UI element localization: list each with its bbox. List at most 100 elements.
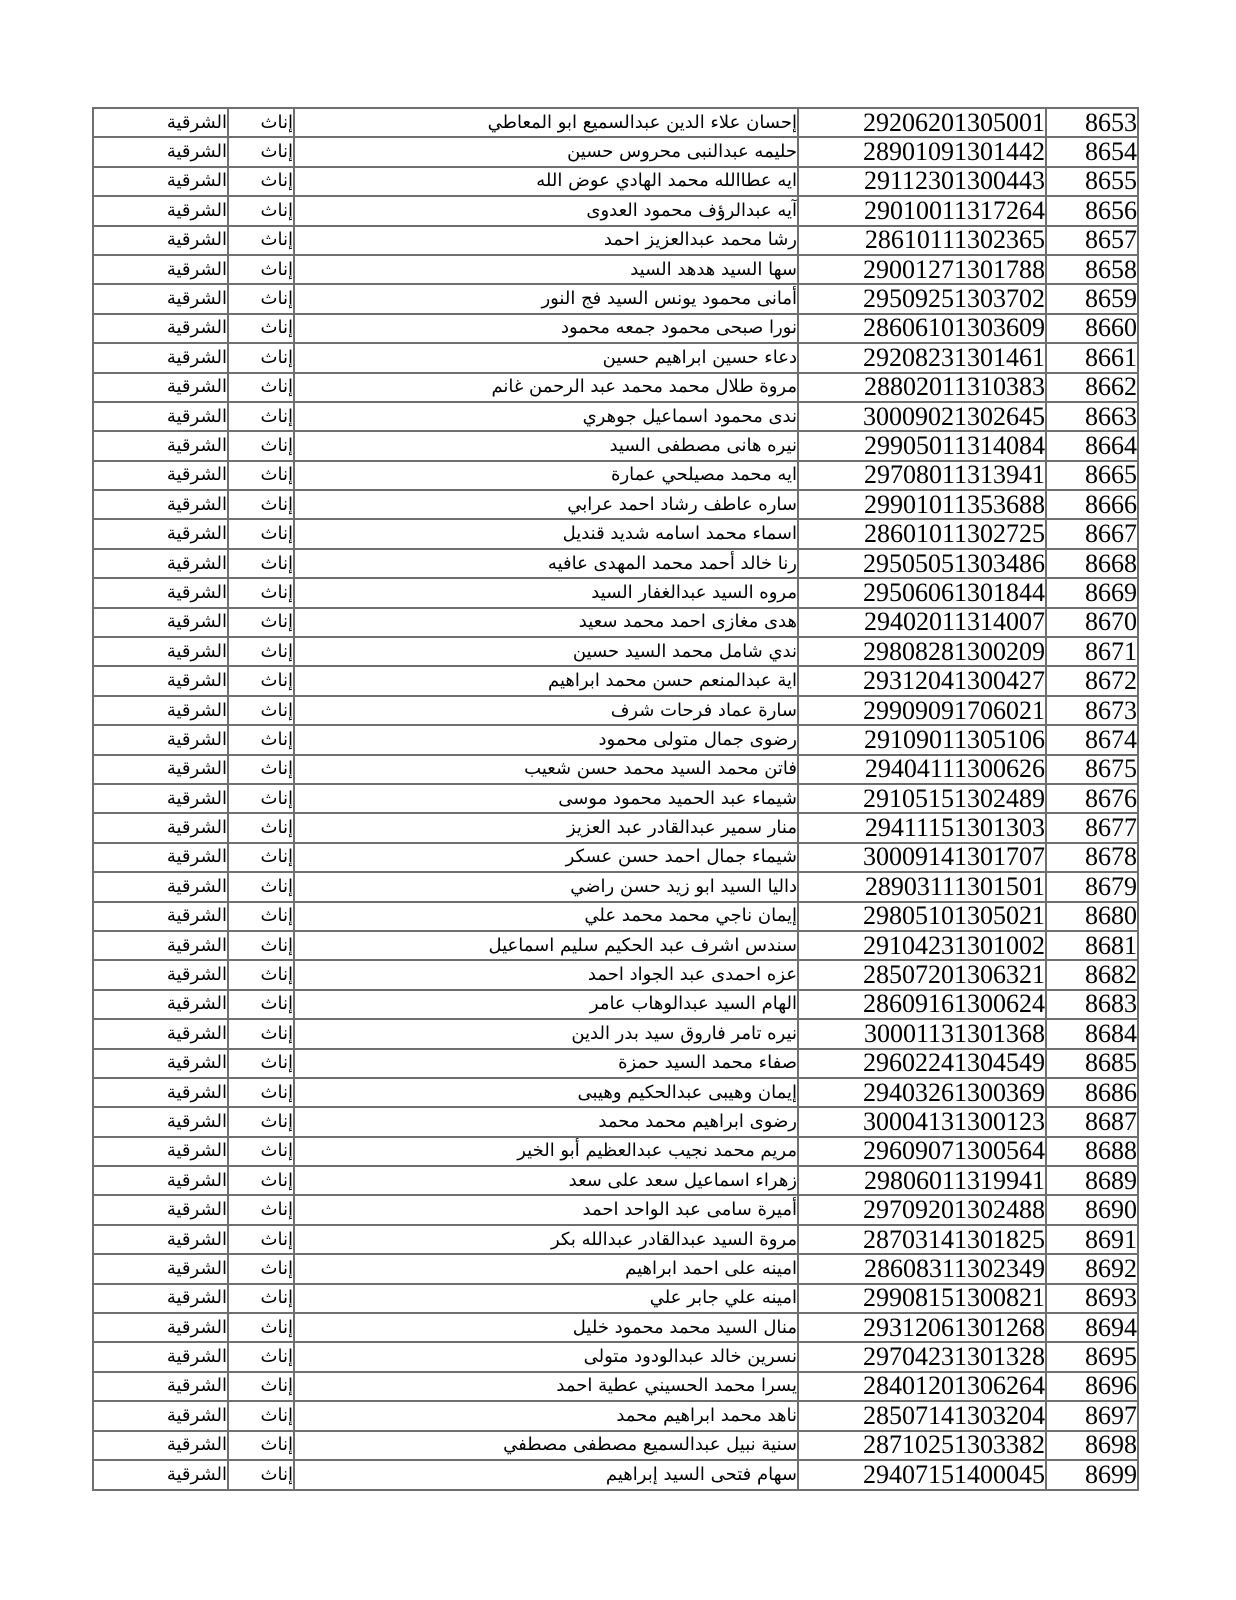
serial-number-cell: 8676	[1045, 782, 1139, 815]
national-id-cell: 29609071300564	[797, 1135, 1047, 1168]
serial-number-cell: 8696	[1045, 1370, 1139, 1403]
roster-body: 8653 29206201305001 إحسان علاء الدين عبد…	[92, 106, 1139, 1492]
governorate-cell: الشرقية	[92, 1400, 229, 1432]
governorate-cell: الشرقية	[92, 694, 229, 727]
governorate-cell: الشرقية	[92, 371, 229, 403]
table-row: 8655 29112301300443 ايه عطاالله محمد اله…	[92, 165, 1139, 198]
serial-number-cell: 8671	[1045, 636, 1139, 668]
national-id-cell: 29402011314007	[797, 606, 1047, 639]
national-id-cell: 28703141301825	[797, 1223, 1047, 1256]
full-name-cell: اسماء محمد اسامه شديد قنديل	[293, 518, 799, 550]
governorate-cell: الشرقية	[92, 1282, 229, 1315]
governorate-cell: الشرقية	[92, 724, 229, 756]
serial-number-cell: 8698	[1045, 1429, 1139, 1461]
table-row: 8665 29708011313941 ايه محمد مصيلحي عمار…	[92, 459, 1139, 492]
table-row: 8675 29404111300626 فاتن محمد السيد محمد…	[92, 753, 1139, 785]
national-id-cell: 28507141303204	[797, 1400, 1047, 1432]
full-name-cell: ايه محمد مصيلحي عمارة	[293, 459, 799, 492]
national-id-cell: 29602241304549	[797, 1047, 1047, 1079]
table-row: 8686 29403261300369 إيمان وهيبى عبدالحكي…	[92, 1076, 1139, 1109]
national-id-cell: 28606101303609	[797, 312, 1047, 345]
full-name-cell: الهام السيد عبدالوهاب عامر	[293, 988, 799, 1021]
table-row: 8657 28610111302365 رشا محمد عبدالعزيز ا…	[92, 224, 1139, 256]
gender-cell: إناث	[227, 312, 295, 345]
serial-number-cell: 8670	[1045, 606, 1139, 639]
governorate-cell: الشرقية	[92, 900, 229, 932]
full-name-cell: امينه علي جابر علي	[293, 1282, 799, 1315]
governorate-cell: الشرقية	[92, 1370, 229, 1403]
full-name-cell: نسرين خالد عبدالودود متولى	[293, 1341, 799, 1373]
gender-cell: إناث	[227, 106, 295, 139]
governorate-cell: الشرقية	[92, 1165, 229, 1197]
full-name-cell: حليمه عبدالنبى محروس حسين	[293, 136, 799, 168]
full-name-cell: سنية نبيل عبدالسميع مصطفى مصطفي	[293, 1429, 799, 1461]
gender-cell: إناث	[227, 342, 295, 374]
table-row: 8691 28703141301825 مروة السيد عبدالقادر…	[92, 1223, 1139, 1256]
gender-cell: إناث	[227, 253, 295, 286]
national-id-cell: 30009141301707	[797, 841, 1047, 874]
national-id-cell: 29509251303702	[797, 283, 1047, 315]
gender-cell: إناث	[227, 900, 295, 932]
serial-number-cell: 8695	[1045, 1341, 1139, 1373]
gender-cell: إناث	[227, 1194, 295, 1226]
gender-cell: إناث	[227, 812, 295, 844]
table-row: 8694 29312061301268 منال السيد محمد محمو…	[92, 1312, 1139, 1344]
national-id-cell: 29112301300443	[797, 165, 1047, 198]
serial-number-cell: 8658	[1045, 253, 1139, 286]
table-row: 8693 29908151300821 امينه علي جابر علي إ…	[92, 1282, 1139, 1315]
governorate-cell: الشرقية	[92, 518, 229, 550]
governorate-cell: الشرقية	[92, 665, 229, 697]
serial-number-cell: 8677	[1045, 812, 1139, 844]
national-id-cell: 29404111300626	[797, 753, 1047, 785]
serial-number-cell: 8662	[1045, 371, 1139, 403]
table-row: 8668 29505051303486 رنا خالد أحمد محمد ا…	[92, 547, 1139, 580]
national-id-cell: 28710251303382	[797, 1429, 1047, 1461]
table-row: 8663 30009021302645 ندى محمود اسماعيل جو…	[92, 400, 1139, 433]
table-row: 8683 28609161300624 الهام السيد عبدالوها…	[92, 988, 1139, 1021]
gender-cell: إناث	[227, 782, 295, 815]
full-name-cell: إيمان وهيبى عبدالحكيم وهيبى	[293, 1076, 799, 1109]
national-id-cell: 29808281300209	[797, 636, 1047, 668]
gender-cell: إناث	[227, 1312, 295, 1344]
full-name-cell: ناهد محمد ابراهيم محمد	[293, 1400, 799, 1432]
table-row: 8660 28606101303609 نورا صبحى محمود جمعه…	[92, 312, 1139, 345]
national-id-cell: 29505051303486	[797, 547, 1047, 580]
governorate-cell: الشرقية	[92, 1106, 229, 1138]
gender-cell: إناث	[227, 136, 295, 168]
table-row: 8670 29402011314007 هدى مغازى احمد محمد …	[92, 606, 1139, 639]
national-id-cell: 28901091301442	[797, 136, 1047, 168]
governorate-cell: الشرقية	[92, 459, 229, 492]
national-id-cell: 29909091706021	[797, 694, 1047, 727]
full-name-cell: سهام فتحى السيد إبراهيم	[293, 1458, 799, 1492]
table-row: 8659 29509251303702 أمانى محمود يونس الس…	[92, 283, 1139, 315]
serial-number-cell: 8694	[1045, 1312, 1139, 1344]
governorate-cell: الشرقية	[92, 1076, 229, 1109]
serial-number-cell: 8656	[1045, 195, 1139, 227]
full-name-cell: إحسان علاء الدين عبدالسميع ابو المعاطي	[293, 106, 799, 139]
full-name-cell: رضوى جمال متولى محمود	[293, 724, 799, 756]
governorate-cell: الشرقية	[92, 959, 229, 991]
governorate-cell: الشرقية	[92, 1458, 229, 1492]
full-name-cell: نورا صبحى محمود جمعه محمود	[293, 312, 799, 345]
gender-cell: إناث	[227, 1458, 295, 1492]
governorate-cell: الشرقية	[92, 489, 229, 521]
governorate-cell: الشرقية	[92, 988, 229, 1021]
full-name-cell: هدى مغازى احمد محمد سعيد	[293, 606, 799, 639]
gender-cell: إناث	[227, 1106, 295, 1138]
table-row: 8698 28710251303382 سنية نبيل عبدالسميع …	[92, 1429, 1139, 1461]
gender-cell: إناث	[227, 1370, 295, 1403]
national-id-cell: 29506061301844	[797, 577, 1047, 609]
gender-cell: إناث	[227, 400, 295, 433]
national-id-cell: 29206201305001	[797, 106, 1047, 139]
gender-cell: إناث	[227, 459, 295, 492]
table-row: 8662 28802011310383 مروة طلال محمد محمد …	[92, 371, 1139, 403]
table-row: 8688 29609071300564 مريم محمد نجيب عبدال…	[92, 1135, 1139, 1168]
table-row: 8656 29010011317264 آيه عبدالرؤف محمود ا…	[92, 195, 1139, 227]
full-name-cell: سارة عماد فرحات شرف	[293, 694, 799, 727]
full-name-cell: آيه عبدالرؤف محمود العدوى	[293, 195, 799, 227]
full-name-cell: امينه على احمد ابراهيم	[293, 1253, 799, 1285]
national-id-cell: 29908151300821	[797, 1282, 1047, 1315]
national-id-cell: 29312061301268	[797, 1312, 1047, 1344]
gender-cell: إناث	[227, 1223, 295, 1256]
